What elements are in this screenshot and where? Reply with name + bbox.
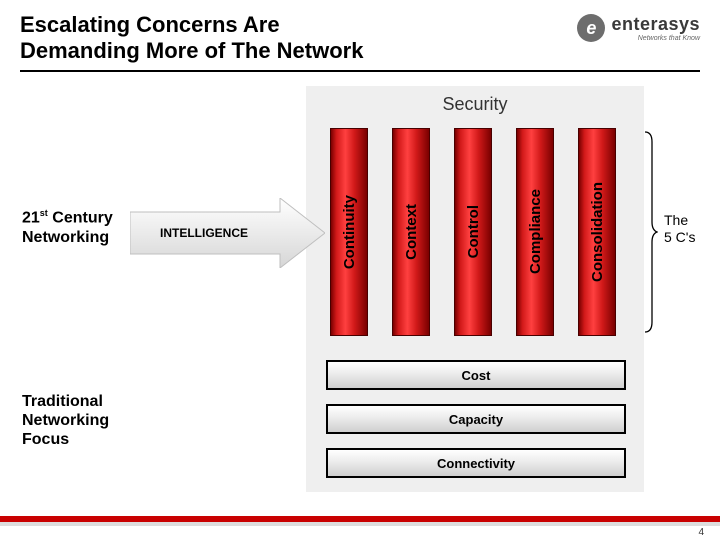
logo-letter: e	[586, 18, 596, 39]
label-trad-1: Traditional	[22, 393, 103, 410]
bar-cost: Cost	[326, 360, 626, 390]
bar-label: Cost	[462, 368, 491, 383]
intelligence-label: INTELLIGENCE	[134, 226, 274, 240]
pillar-label: Compliance	[527, 189, 544, 274]
slide: Escalating Concerns Are Demanding More o…	[0, 0, 720, 540]
label-21c-line2: Networking	[22, 229, 109, 246]
label-21st-century: 21st Century Networking	[22, 208, 113, 247]
bracket-icon	[644, 130, 658, 334]
label-traditional: Traditional Networking Focus	[22, 392, 109, 450]
pillar-label: Consolidation	[589, 182, 606, 282]
five-cs-line2: 5 C's	[664, 229, 695, 246]
pillar-label: Control	[465, 205, 482, 258]
pillar-consolidation: Consolidation	[578, 128, 616, 336]
footer-bar	[0, 516, 720, 522]
label-21c-post: Century	[48, 209, 113, 226]
label-21c-sup: st	[40, 208, 48, 218]
pillars-row: Continuity Context Control Compliance Co…	[330, 128, 616, 336]
security-label: Security	[306, 94, 644, 115]
title-rule	[20, 70, 700, 72]
pillar-compliance: Compliance	[516, 128, 554, 336]
bar-connectivity: Connectivity	[326, 448, 626, 478]
bottom-bars: Cost Capacity Connectivity	[326, 360, 626, 492]
bar-capacity: Capacity	[326, 404, 626, 434]
logo-text: enterasys Networks that Know	[611, 14, 700, 42]
pillar-label: Continuity	[341, 195, 358, 269]
bar-label: Capacity	[449, 412, 503, 427]
brand-logo: e enterasys Networks that Know	[577, 14, 700, 42]
bar-label: Connectivity	[437, 456, 515, 471]
pillar-control: Control	[454, 128, 492, 336]
five-cs-line1: The	[664, 212, 695, 229]
slide-title: Escalating Concerns Are Demanding More o…	[20, 12, 363, 64]
title-line-2: Demanding More of The Network	[20, 38, 363, 64]
title-line-1: Escalating Concerns Are	[20, 12, 363, 38]
footer-shadow	[0, 522, 720, 526]
label-trad-3: Focus	[22, 431, 69, 448]
logo-mark: e	[577, 14, 605, 42]
pillar-label: Context	[403, 204, 420, 260]
five-cs-label: The 5 C's	[664, 212, 695, 246]
pillar-continuity: Continuity	[330, 128, 368, 336]
label-trad-2: Networking	[22, 412, 109, 429]
label-21c-pre: 21	[22, 209, 40, 226]
page-number: 4	[698, 527, 704, 538]
logo-name: enterasys	[611, 14, 700, 35]
logo-tagline: Networks that Know	[611, 35, 700, 42]
pillar-context: Context	[392, 128, 430, 336]
